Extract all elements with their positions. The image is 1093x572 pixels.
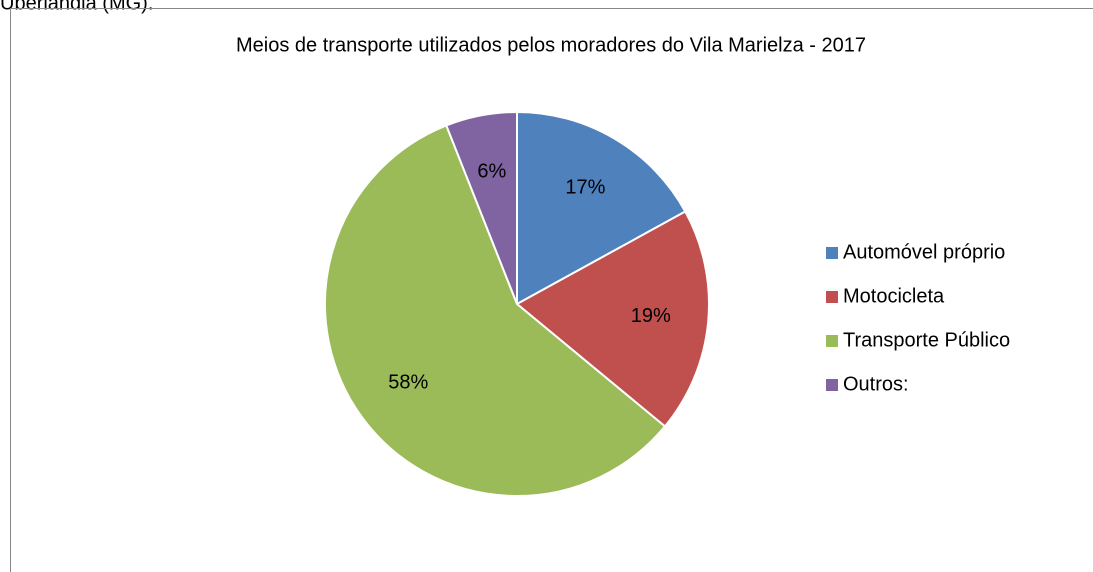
chart-title: Meios de transporte utilizados pelos mor…	[236, 34, 866, 56]
pie-slice	[515, 210, 710, 428]
legend-label: Outros:	[843, 373, 909, 395]
caption: Uberlândia (MG).	[0, 0, 153, 14]
legend-swatch	[826, 379, 838, 391]
legend-label: Automóvel próprio	[843, 241, 1005, 263]
data-label: 6%	[477, 160, 506, 182]
legend-swatch	[826, 291, 838, 303]
chart-frame	[10, 8, 1093, 572]
legend-label: Motocicleta	[843, 285, 945, 307]
data-label: 58%	[388, 371, 428, 393]
data-label: 19%	[631, 305, 671, 327]
data-label: 17%	[565, 177, 605, 199]
legend-label: Transporte Público	[843, 329, 1010, 351]
pie-slice	[516, 110, 687, 306]
pie-slice	[324, 124, 667, 497]
legend-swatch	[826, 247, 838, 259]
legend-swatch	[826, 335, 838, 347]
pie-slice	[445, 110, 518, 305]
